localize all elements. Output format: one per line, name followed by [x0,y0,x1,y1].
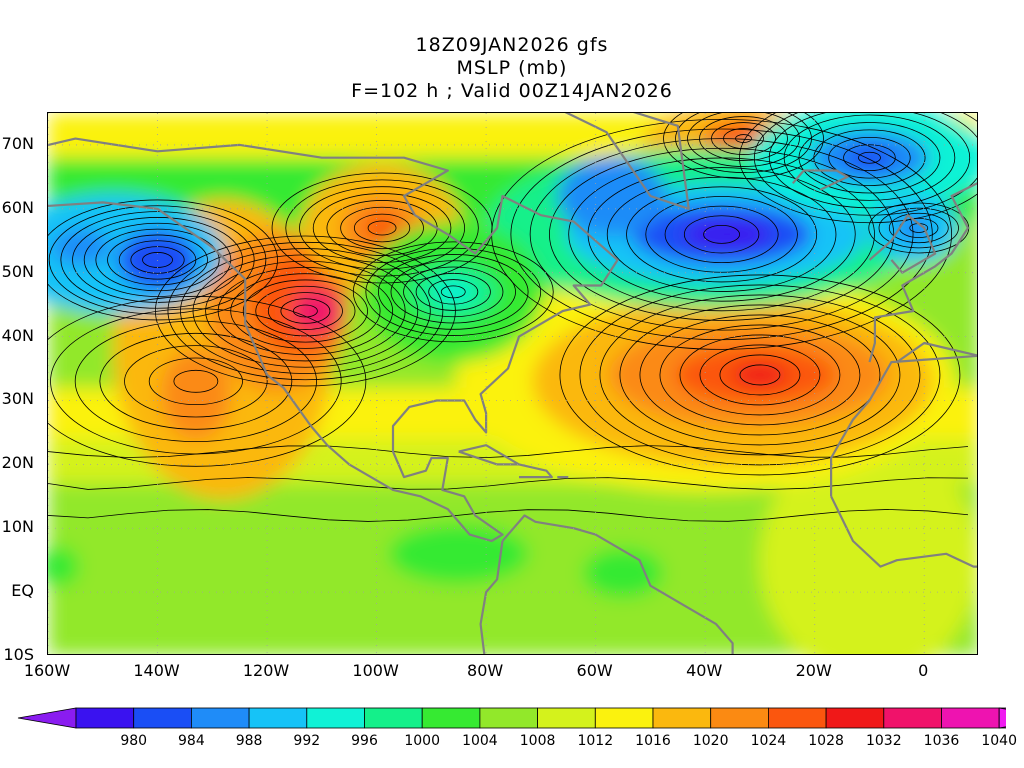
colorbar-bin [133,707,192,729]
lon-tick-label: 40W [686,661,723,680]
colorbar-level-label: 984 [178,733,205,749]
lon-tick-label: 80W [467,661,504,680]
colorbar-bin [594,707,654,729]
lon-tick-label: 140W [133,661,180,680]
lat-tick-label: 30N [1,389,34,409]
lat-tick-label: 10S [3,645,34,664]
colorbar-bin [825,707,885,729]
lat-tick-label: 10N [1,517,34,537]
lat-tick-label: 60N [1,197,34,217]
colorbar-bin [768,707,827,729]
colorbar-level-label: 1028 [808,733,844,749]
colorbar-bin [883,707,942,729]
colorbar-bin [421,707,481,729]
colorbar-level-label: 996 [351,733,378,749]
colorbar-level-label: 1032 [865,733,902,749]
colorbar-bin [248,707,308,729]
mslp-map [47,112,978,655]
colorbar-level-label: 1040 [981,733,1018,749]
colorbar-bin [941,707,1000,729]
lat-tick-label: 50N [1,261,34,281]
colorbar-bin [537,707,596,729]
lat-tick-label: 70N [1,133,34,153]
colorbar-min-arrow [17,707,77,729]
colorbar-level-label: 1016 [635,733,671,749]
colorbar-level-label: 988 [235,733,263,749]
colorbar-bin [306,707,365,729]
lat-tick-label: EQ [11,581,34,601]
pressure-shading [48,113,977,654]
colorbar-level-label: 1036 [923,733,960,749]
colorbar-max-arrow [998,707,1006,729]
colorbar-bin [75,707,135,729]
lon-tick-label: 100W [352,661,399,680]
color-bar [17,707,1006,729]
chart-title-variable: MSLP (mb) [456,57,568,79]
colorbar-bin [710,707,769,729]
colorbar-bin [479,707,538,729]
lon-tick-label: 120W [242,661,290,680]
chart-title-run: 18Z09JAN2026 gfs [415,34,609,56]
colorbar-bin [190,707,250,729]
chart-title-valid-time: F=102 h ; Valid 00Z14JAN2026 [351,80,673,102]
lon-tick-label: 160W [23,661,71,680]
lat-tick-label: 40N [1,325,34,345]
colorbar-level-label: 992 [293,733,321,749]
colorbar-level-label: 980 [120,733,148,749]
mslp-field [48,113,977,654]
lon-tick-label: 0 [918,661,929,680]
colorbar-level-label: 1000 [404,733,441,749]
colorbar-bin [364,707,423,729]
colorbar-level-label: 1012 [577,733,614,749]
lon-tick-label: 60W [576,661,613,680]
colorbar-level-label: 1020 [692,733,729,749]
colorbar-level-label: 1008 [519,733,556,749]
colorbar-bin [652,707,712,729]
lon-tick-label: 20W [795,661,832,680]
colorbar-level-label: 1024 [750,733,787,749]
lat-tick-label: 20N [1,453,34,473]
colorbar-level-label: 1004 [462,733,498,749]
